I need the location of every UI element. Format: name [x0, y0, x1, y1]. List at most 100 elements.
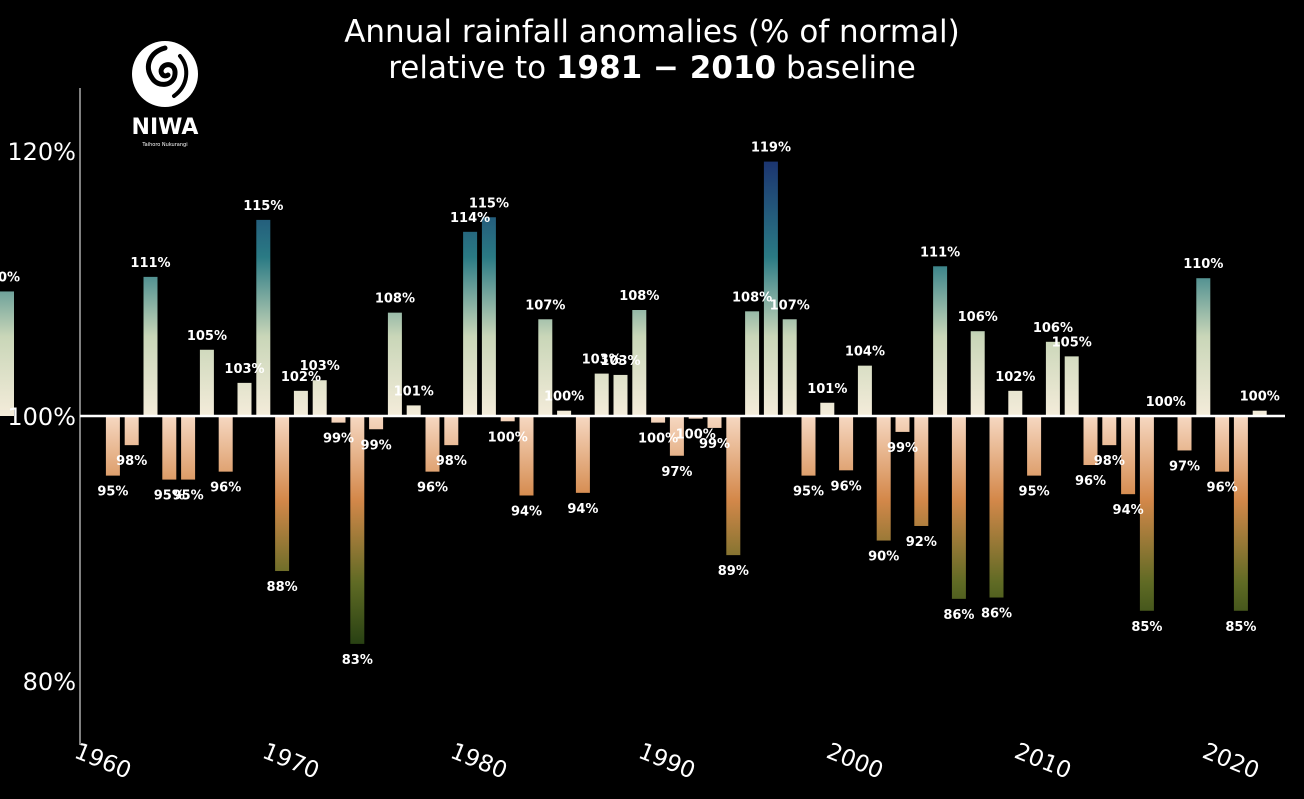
x-tick-label-1960: 1960 — [71, 738, 135, 784]
y-tick-label-100: 100% — [7, 403, 76, 431]
bar-1983 — [519, 416, 534, 496]
bar-2013 — [1083, 416, 1098, 466]
bar-2020 — [1215, 416, 1230, 472]
bar-2019 — [1196, 278, 1211, 416]
data-label-1987: 103% — [582, 353, 622, 368]
data-label-1974: 83% — [342, 653, 373, 668]
data-label-1970: 88% — [267, 580, 298, 595]
data-label-1985: 100% — [544, 390, 584, 405]
bar-1985 — [557, 410, 572, 416]
data-label-1961: 95% — [97, 485, 128, 500]
data-label-2013: 96% — [1075, 474, 1106, 489]
y-tick-label-80: 80% — [23, 668, 76, 696]
data-label-1997: 107% — [770, 298, 810, 313]
data-label-2001: 104% — [845, 345, 885, 360]
logo-swirl-outer — [172, 54, 189, 98]
data-label-1969: 115% — [243, 199, 283, 214]
bar-1974 — [350, 416, 365, 644]
data-label-1963: 111% — [130, 256, 170, 271]
x-tick-label-2000: 2000 — [823, 738, 887, 784]
data-label-1999: 101% — [807, 382, 847, 397]
data-label-2016: 85% — [1131, 620, 1162, 635]
bar-2010 — [1027, 416, 1042, 476]
data-label-1995: 108% — [732, 290, 772, 305]
bar-1977 — [406, 405, 421, 416]
data-label-2006: 86% — [943, 608, 974, 623]
bar-2008 — [989, 416, 1004, 598]
bar-1981 — [481, 217, 496, 416]
bar-1997 — [782, 319, 797, 416]
data-label-1982: 100% — [488, 430, 528, 445]
bar-1993 — [707, 416, 722, 428]
bar-1994 — [726, 416, 741, 556]
data-label-1994: 89% — [718, 564, 749, 579]
bar-1990 — [651, 416, 666, 423]
data-label-1989: 108% — [619, 289, 659, 304]
logo-swirl — [146, 45, 178, 87]
data-label-1986: 94% — [567, 502, 598, 517]
bar-1986 — [575, 416, 590, 493]
bar-1995 — [745, 311, 760, 416]
data-label-2009: 102% — [995, 370, 1035, 385]
data-label-1979: 98% — [436, 454, 467, 469]
data-label-undefined: 110% — [0, 270, 20, 285]
data-label-1992: 100% — [676, 428, 716, 443]
bar-2001 — [857, 365, 872, 416]
data-label-1967: 96% — [210, 481, 241, 496]
data-label-2008: 86% — [981, 607, 1012, 622]
bar-1963 — [143, 276, 158, 416]
data-label-1980: 114% — [450, 211, 490, 226]
bar-2006 — [951, 416, 966, 599]
data-label-1975: 99% — [361, 438, 392, 453]
bar-1979 — [444, 416, 459, 446]
bar-1980 — [463, 231, 478, 416]
data-label-1977: 101% — [394, 384, 434, 399]
data-label-1965: 95% — [173, 489, 204, 504]
title-line-1: Annual rainfall anomalies (% of normal) — [344, 14, 960, 50]
data-label-2018: 97% — [1169, 459, 1200, 474]
logo-wordmark: NIWA — [132, 115, 199, 140]
data-labels: 95% 98% 111% 95% 95% 105% 96% 103% 115% 88% 102% 10… — [0, 141, 1280, 668]
bar-1962 — [124, 416, 139, 446]
bar-2018 — [1177, 416, 1192, 451]
title-line-2: relative to 1981 − 2010 baseline — [0, 50, 1304, 86]
title-line-2-suffix: baseline — [785, 50, 916, 86]
bar-1988 — [613, 374, 628, 416]
bar-1978 — [425, 416, 440, 472]
data-label-1978: 96% — [417, 481, 448, 496]
bar-2000 — [839, 416, 854, 471]
x-axis-ticks: 1960 1970 1980 1990 2000 2010 2020 — [71, 738, 1263, 784]
bar-1973 — [331, 416, 346, 423]
bar-1992 — [688, 416, 703, 419]
data-label-1973: 99% — [323, 432, 354, 447]
bars-group — [0, 161, 1267, 644]
bar-1972 — [312, 380, 327, 416]
logo-tagline: Taihoro Nukurangi — [141, 142, 187, 148]
data-label-1971: 102% — [281, 370, 321, 385]
bar-2011 — [1045, 341, 1060, 416]
bar-undefined — [0, 291, 14, 416]
bar-2016 — [1139, 416, 1154, 611]
bar-2004 — [914, 416, 929, 526]
data-label-2003: 99% — [887, 441, 918, 456]
data-label-2000: 96% — [831, 479, 862, 494]
data-label-1983: 94% — [511, 505, 542, 520]
bar-2022 — [1252, 410, 1267, 416]
x-tick-label-1990: 1990 — [635, 738, 699, 784]
x-tick-label-1980: 1980 — [447, 738, 511, 784]
data-label-1984: 107% — [525, 298, 565, 313]
x-tick-label-2020: 2020 — [1199, 738, 1263, 784]
data-label-2010: 95% — [1019, 485, 1050, 500]
data-label-1988: 103% — [600, 354, 640, 369]
data-label-2019: 110% — [1183, 257, 1223, 272]
title-line-2-prefix: relative to — [388, 50, 547, 86]
data-label-1981: 115% — [469, 196, 509, 211]
data-label-2004: 92% — [906, 535, 937, 550]
bar-1969 — [256, 219, 271, 416]
data-label-2012: 105% — [1052, 335, 1092, 350]
baseline-period: 1981 − 2010 — [555, 50, 777, 86]
bar-2009 — [1008, 390, 1023, 416]
bar-1970 — [275, 416, 290, 572]
data-label-1998: 95% — [793, 485, 824, 500]
